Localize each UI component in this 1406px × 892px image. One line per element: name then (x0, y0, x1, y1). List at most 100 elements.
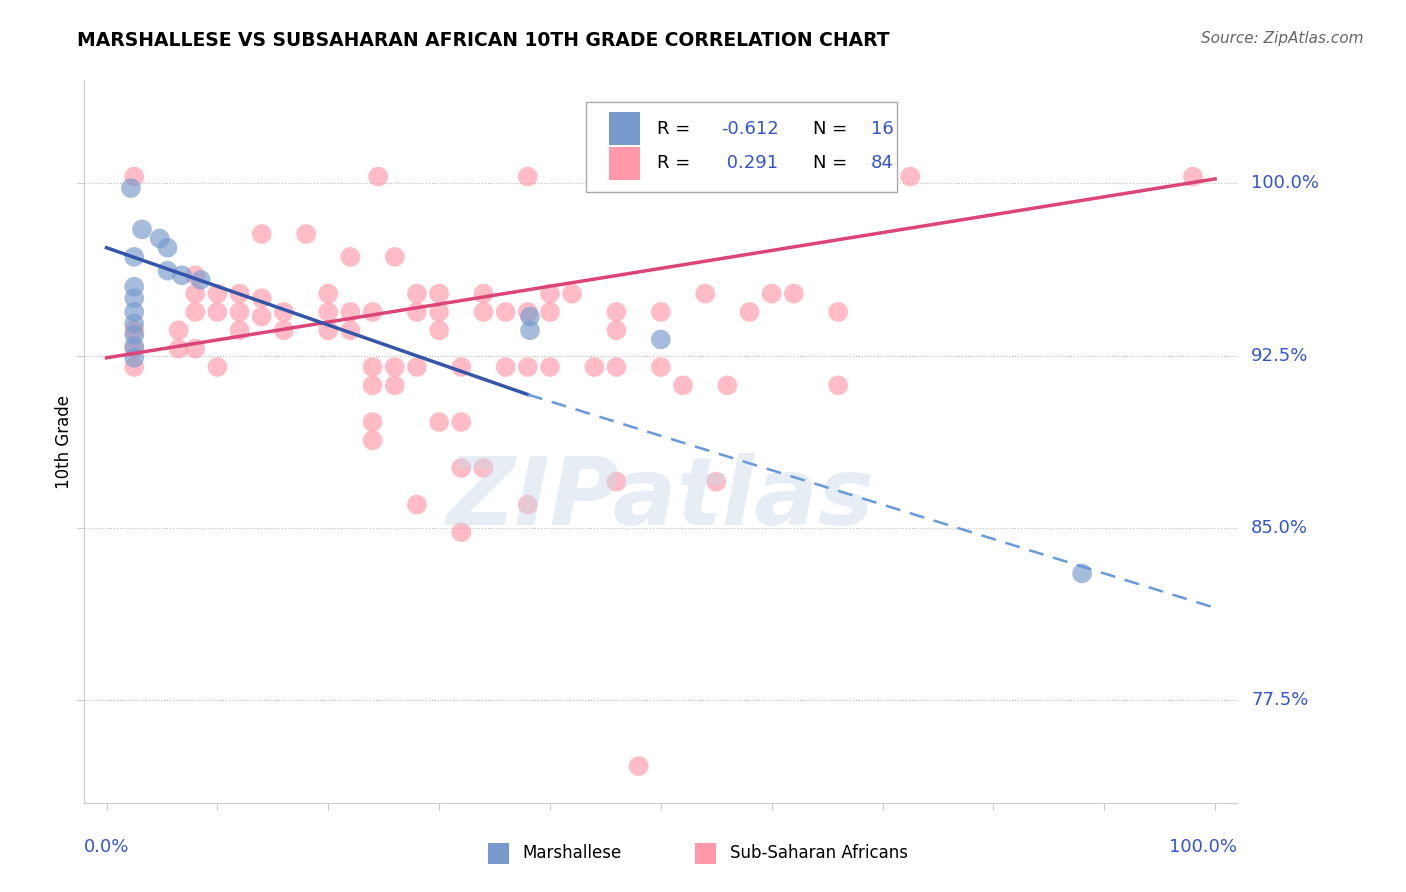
Point (170, 268, 193, 283)
Point (122, 359, 145, 374)
Point (427, 305, 450, 319)
Point (367, 169, 389, 184)
Point (738, 305, 761, 319)
Point (516, 359, 538, 374)
Point (516, 169, 538, 184)
Point (672, 378, 695, 392)
Point (704, 475, 727, 489)
Text: Source: ZipAtlas.com: Source: ZipAtlas.com (1201, 31, 1364, 46)
Point (339, 305, 361, 319)
Text: 85.0%: 85.0% (1251, 518, 1308, 537)
Point (450, 461, 472, 475)
Point (605, 359, 627, 374)
Point (695, 286, 717, 301)
Text: Marshallese: Marshallese (523, 845, 621, 863)
Point (406, 305, 429, 319)
Text: 100.0%: 100.0% (1251, 175, 1319, 193)
Point (122, 339, 145, 353)
Point (866, 169, 889, 184)
Point (228, 323, 250, 337)
Point (316, 286, 339, 301)
Point (122, 305, 145, 319)
Point (605, 323, 627, 337)
Text: N =: N = (813, 120, 853, 137)
Point (316, 305, 339, 319)
Point (190, 273, 212, 287)
Point (538, 286, 561, 301)
Point (122, 323, 145, 337)
Point (122, 291, 145, 305)
Point (339, 323, 361, 337)
Text: 16: 16 (870, 120, 893, 137)
Text: 100.0%: 100.0% (1170, 838, 1237, 855)
Point (384, 378, 406, 392)
Point (207, 286, 229, 301)
Text: ZIPatlas: ZIPatlas (447, 453, 875, 545)
Point (184, 286, 207, 301)
Bar (609, 112, 640, 145)
Text: 84: 84 (870, 154, 894, 172)
Point (450, 359, 472, 374)
Point (538, 305, 561, 319)
Point (228, 286, 250, 301)
Point (122, 327, 145, 342)
Point (339, 250, 361, 264)
Point (122, 279, 145, 293)
Text: Sub-Saharan Africans: Sub-Saharan Africans (730, 845, 908, 863)
Point (361, 415, 384, 429)
Point (561, 286, 583, 301)
Point (516, 498, 538, 512)
Point (361, 359, 384, 374)
Point (1181, 169, 1204, 184)
Point (472, 305, 495, 319)
Point (122, 317, 145, 331)
Bar (609, 147, 640, 179)
Text: -0.612: -0.612 (721, 120, 779, 137)
Point (184, 305, 207, 319)
Point (427, 323, 450, 337)
Point (605, 305, 627, 319)
Point (207, 305, 229, 319)
Point (406, 498, 429, 512)
Point (605, 475, 627, 489)
Point (295, 227, 318, 241)
Point (361, 434, 384, 448)
Point (827, 378, 849, 392)
Point (250, 291, 273, 305)
Point (122, 169, 145, 184)
Point (120, 181, 142, 195)
Point (184, 342, 207, 356)
Point (184, 268, 207, 283)
Point (207, 359, 229, 374)
Point (898, 169, 921, 184)
Point (228, 305, 250, 319)
Point (695, 169, 717, 184)
Point (495, 305, 517, 319)
Text: 0.0%: 0.0% (84, 838, 129, 855)
Point (273, 323, 295, 337)
Point (827, 305, 849, 319)
Point (450, 525, 472, 540)
Point (167, 342, 190, 356)
Point (122, 342, 145, 356)
Point (406, 286, 429, 301)
Text: MARSHALLESE VS SUBSAHARAN AFRICAN 10TH GRADE CORRELATION CHART: MARSHALLESE VS SUBSAHARAN AFRICAN 10TH G… (77, 31, 890, 50)
Point (361, 378, 384, 392)
Point (167, 323, 190, 337)
Point (316, 323, 339, 337)
Point (1071, 566, 1094, 581)
Point (131, 222, 153, 236)
Bar (696, 843, 716, 864)
Point (519, 310, 541, 324)
Point (783, 286, 806, 301)
Text: N =: N = (813, 154, 853, 172)
Point (149, 231, 172, 245)
Point (716, 378, 738, 392)
Bar (488, 843, 509, 864)
Point (122, 351, 145, 365)
Point (827, 169, 849, 184)
Text: 77.5%: 77.5% (1251, 690, 1309, 708)
Point (450, 415, 472, 429)
Point (650, 359, 672, 374)
Point (384, 250, 406, 264)
